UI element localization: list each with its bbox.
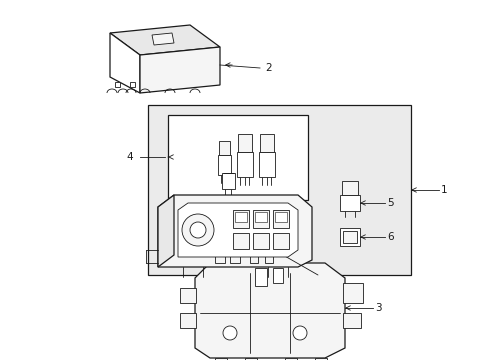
Bar	[272, 268, 283, 283]
Bar	[342, 313, 360, 328]
Bar	[180, 288, 196, 303]
Bar	[342, 231, 356, 243]
Bar	[219, 141, 229, 155]
Text: 3: 3	[374, 303, 381, 313]
Bar	[237, 152, 252, 177]
Bar	[130, 82, 135, 87]
Bar	[314, 358, 326, 360]
Bar	[339, 195, 359, 211]
Polygon shape	[158, 195, 174, 267]
Polygon shape	[152, 33, 174, 45]
Bar	[252, 233, 268, 249]
Bar	[259, 152, 274, 177]
Polygon shape	[140, 47, 220, 93]
Bar	[215, 358, 226, 360]
Bar	[339, 228, 359, 246]
Bar	[274, 212, 286, 222]
Polygon shape	[178, 203, 297, 257]
Bar	[232, 233, 248, 249]
Polygon shape	[158, 195, 311, 267]
Text: 2: 2	[264, 63, 271, 73]
Bar	[218, 155, 230, 175]
Polygon shape	[110, 33, 140, 93]
Text: 5: 5	[386, 198, 393, 208]
Circle shape	[223, 326, 237, 340]
Bar	[272, 210, 288, 228]
Bar	[222, 173, 235, 189]
Bar	[285, 358, 296, 360]
Bar	[264, 251, 272, 263]
Bar	[232, 210, 248, 228]
Bar	[148, 105, 410, 275]
Bar	[229, 248, 240, 263]
Bar	[342, 283, 362, 303]
Bar	[235, 212, 246, 222]
Text: 6: 6	[386, 232, 393, 242]
Bar	[272, 233, 288, 249]
Text: 4: 4	[126, 152, 132, 162]
Bar	[254, 212, 266, 222]
Bar	[215, 248, 224, 263]
Bar	[249, 251, 258, 263]
Bar	[238, 134, 251, 152]
Bar	[115, 82, 120, 87]
Bar	[180, 313, 196, 328]
Polygon shape	[110, 25, 220, 55]
Bar	[260, 134, 273, 152]
Bar	[254, 268, 266, 286]
Bar	[168, 115, 307, 200]
Bar	[244, 358, 257, 360]
Circle shape	[190, 222, 205, 238]
Bar	[341, 181, 357, 195]
Circle shape	[182, 214, 214, 246]
Text: 1: 1	[440, 185, 447, 195]
Bar	[252, 210, 268, 228]
Circle shape	[292, 326, 306, 340]
Polygon shape	[195, 263, 345, 358]
